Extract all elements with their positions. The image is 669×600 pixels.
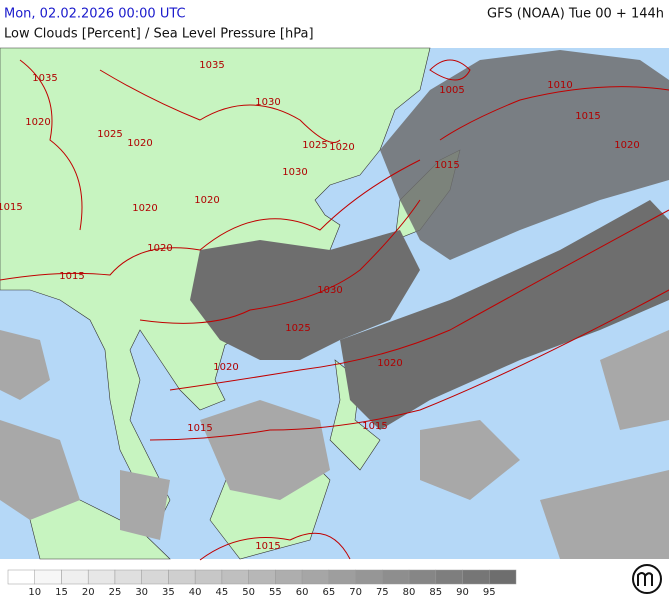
isobar-label: 1020 — [194, 195, 219, 206]
cloud-area — [0, 330, 669, 559]
isobar-label: 1035 — [199, 60, 224, 71]
logo-ring — [632, 564, 662, 594]
legend-tick: 20 — [82, 587, 95, 598]
legend-swatch — [34, 569, 62, 585]
legend-tick: 25 — [109, 587, 122, 598]
isobar-label: 1020 — [127, 138, 152, 149]
isobar-label: 1015 — [187, 423, 212, 434]
cloud-area — [340, 200, 669, 430]
legend-tick: 85 — [429, 587, 442, 598]
legend: 10 15 20 25 30 35 40 45 50 55 60 65 70 75 80 85 90 95 — [7, 569, 517, 598]
legend-tick: 45 — [216, 587, 229, 598]
isobar-label: 1035 — [32, 73, 57, 84]
title: Mon, 02.02.2026 00:00 UTC — [4, 7, 186, 22]
legend-tick: 10 — [28, 587, 41, 598]
isobar-label: 1025 — [97, 129, 122, 140]
legend-swatch — [489, 569, 517, 585]
isobar-label: 1020 — [329, 142, 354, 153]
legend-swatch — [275, 569, 303, 585]
legend-swatch — [301, 569, 330, 585]
cloud-area — [190, 230, 420, 360]
legend-swatch — [194, 569, 223, 585]
legend-swatch — [221, 569, 249, 585]
legend-tick: 80 — [403, 587, 416, 598]
isobar-label: 1015 — [575, 111, 600, 122]
legend-tick: 50 — [242, 587, 255, 598]
isobar-label: 1030 — [282, 167, 307, 178]
isobar-label: 1015 — [362, 421, 387, 432]
legend-tick: 40 — [189, 587, 202, 598]
legend-swatch — [168, 569, 196, 585]
legend-swatch — [141, 569, 169, 585]
legend-tick: 35 — [162, 587, 175, 598]
cloud-area — [120, 400, 330, 540]
isobar — [139, 199, 421, 324]
legend-tick: 15 — [55, 587, 68, 598]
legend-tick: 90 — [456, 587, 469, 598]
map — [0, 47, 669, 561]
legend-swatch — [114, 569, 142, 585]
model-run: GFS (NOAA) Tue 00 + 144h — [487, 7, 664, 22]
legend-swatch — [61, 569, 89, 585]
legend-swatch — [355, 569, 383, 585]
legend-swatch — [87, 569, 116, 585]
legend-tick: 60 — [296, 587, 309, 598]
isobar-label: 1020 — [213, 362, 238, 373]
isobar-label: 1025 — [285, 323, 310, 334]
isobar — [429, 59, 471, 81]
legend-tick: 65 — [322, 587, 335, 598]
logo — [632, 564, 662, 594]
isobar — [439, 86, 669, 141]
isobar — [199, 532, 351, 561]
legend-swatch — [7, 569, 35, 585]
isobar-label: 1030 — [317, 285, 342, 296]
isobar-label: 1010 — [547, 80, 572, 91]
legend-swatch — [435, 569, 463, 585]
legend-tick: 95 — [483, 587, 496, 598]
isobar-label: 1015 — [434, 160, 459, 171]
isobar-label: 1015 — [0, 202, 23, 213]
legend-tick: 30 — [135, 587, 148, 598]
isobar-label: 1005 — [439, 85, 464, 96]
legend-tick: 70 — [349, 587, 362, 598]
legend-tick: 55 — [269, 587, 282, 598]
legend-swatch — [462, 569, 490, 585]
logo-mark — [637, 572, 653, 586]
isobar-label: 1020 — [132, 203, 157, 214]
subtitle: Low Clouds [Percent] / Sea Level Pressur… — [4, 27, 314, 42]
cloud-area — [380, 50, 669, 260]
isobar-label: 1030 — [255, 97, 280, 108]
isobar-label: 1020 — [147, 243, 172, 254]
isobar — [149, 289, 669, 441]
isobar-label: 1015 — [255, 541, 280, 552]
isobar-label: 1025 — [302, 140, 327, 151]
isobar — [0, 159, 421, 281]
legend-swatch — [248, 569, 276, 585]
isobar-label: 1020 — [377, 358, 402, 369]
isobar-label: 1020 — [25, 117, 50, 128]
legend-swatch — [408, 569, 437, 585]
legend-swatch — [328, 569, 356, 585]
isobar-label: 1015 — [59, 271, 84, 282]
legend-tick: 75 — [376, 587, 389, 598]
isobar — [19, 59, 341, 231]
legend-swatch — [382, 569, 410, 585]
isobar — [169, 209, 669, 391]
isobar-label: 1020 — [614, 140, 639, 151]
